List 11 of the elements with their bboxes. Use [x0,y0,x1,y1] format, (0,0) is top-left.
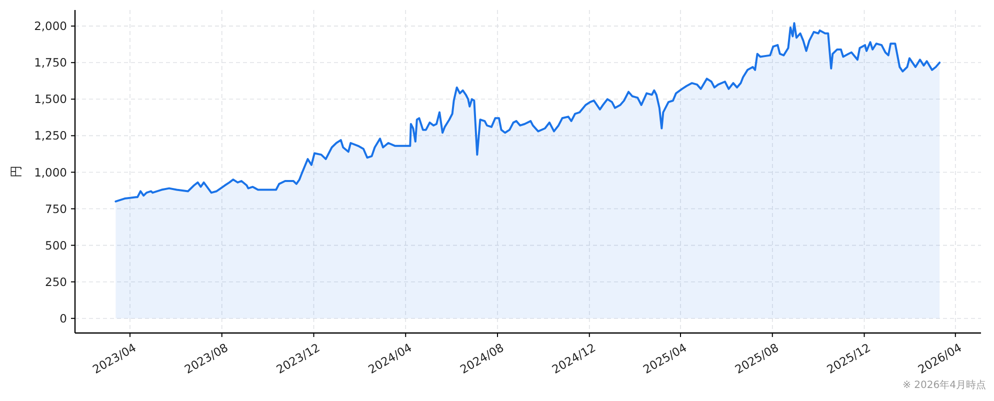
y-tick-label: 0 [60,311,67,326]
y-tick-label: 500 [45,238,67,252]
y-tick-label: 1,250 [34,128,67,143]
y-tick-label: 2,000 [34,19,67,34]
y-tick-label: 1,000 [34,165,67,180]
text: ※ 2026年4月時点 [902,379,986,391]
y-tick-label: 250 [45,274,67,289]
y-axis-title: 円 [9,166,23,178]
y-tick-label: 1,500 [34,92,67,106]
y-tick-label: 1,750 [34,56,67,70]
y-tick-label: 750 [45,202,67,216]
